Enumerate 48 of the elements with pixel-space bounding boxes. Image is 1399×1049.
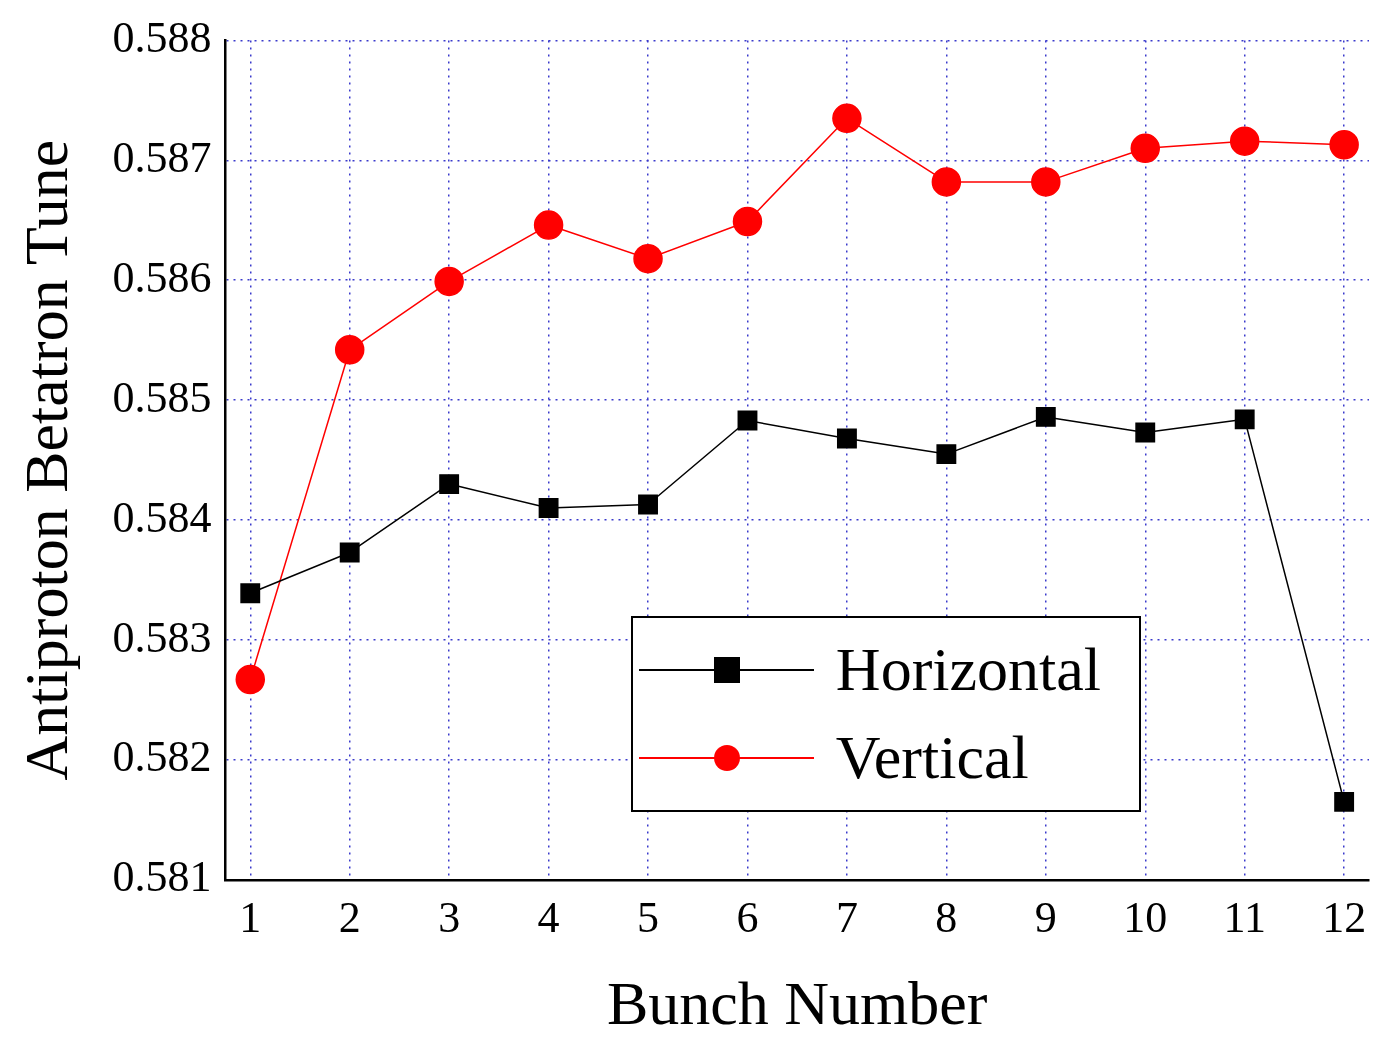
x-tick-label: 3: [438, 892, 461, 942]
x-tick-label: 11: [1223, 892, 1266, 942]
point: [434, 266, 464, 297]
y-tick-label: 0.582: [112, 732, 212, 782]
point: [1329, 129, 1359, 160]
y-tick-label: 0.583: [112, 612, 212, 662]
point: [235, 664, 266, 695]
point: [737, 410, 758, 431]
point: [339, 542, 360, 563]
y-tick-label: 0.581: [112, 852, 212, 902]
x-tick-label: 10: [1123, 892, 1168, 942]
y-tick-label: 0.588: [112, 12, 212, 62]
point: [538, 498, 559, 519]
x-tick-label: 2: [338, 892, 361, 942]
point: [1031, 167, 1061, 197]
x-tick-label: 9: [1034, 892, 1057, 942]
point: [240, 583, 261, 604]
legend-label: Vertical: [835, 722, 1029, 794]
point: [1234, 409, 1255, 430]
y-tick-label: 0.585: [112, 372, 212, 422]
x-tick-label: 8: [935, 892, 958, 942]
point: [1130, 133, 1160, 164]
point: [732, 206, 763, 237]
point: [638, 494, 658, 515]
x-axis-title: Bunch Number: [606, 969, 988, 1038]
y-tick-label: 0.584: [112, 492, 212, 542]
point: [633, 243, 663, 274]
point: [1135, 422, 1156, 443]
y-axis-title: Antiproton Betatron Tune: [12, 139, 81, 781]
x-tick-label: 7: [835, 892, 858, 942]
x-tick-label: 6: [736, 892, 759, 942]
point: [832, 103, 862, 134]
point: [1334, 791, 1355, 812]
y-tick-label: 0.586: [112, 252, 212, 302]
legend-label: Horizontal: [835, 634, 1101, 706]
y-tick-label: 0.587: [112, 132, 212, 182]
x-tick-label: 4: [537, 892, 560, 942]
point: [1229, 126, 1260, 156]
point: [334, 335, 365, 365]
x-tick-label: 5: [637, 892, 660, 942]
point: [533, 210, 564, 240]
point: [836, 428, 857, 449]
point: [1035, 406, 1056, 427]
point: [936, 444, 957, 465]
point: [439, 474, 460, 495]
x-tick-label: 12: [1322, 892, 1367, 942]
x-tick-label: 1: [239, 892, 262, 942]
point: [931, 167, 962, 197]
